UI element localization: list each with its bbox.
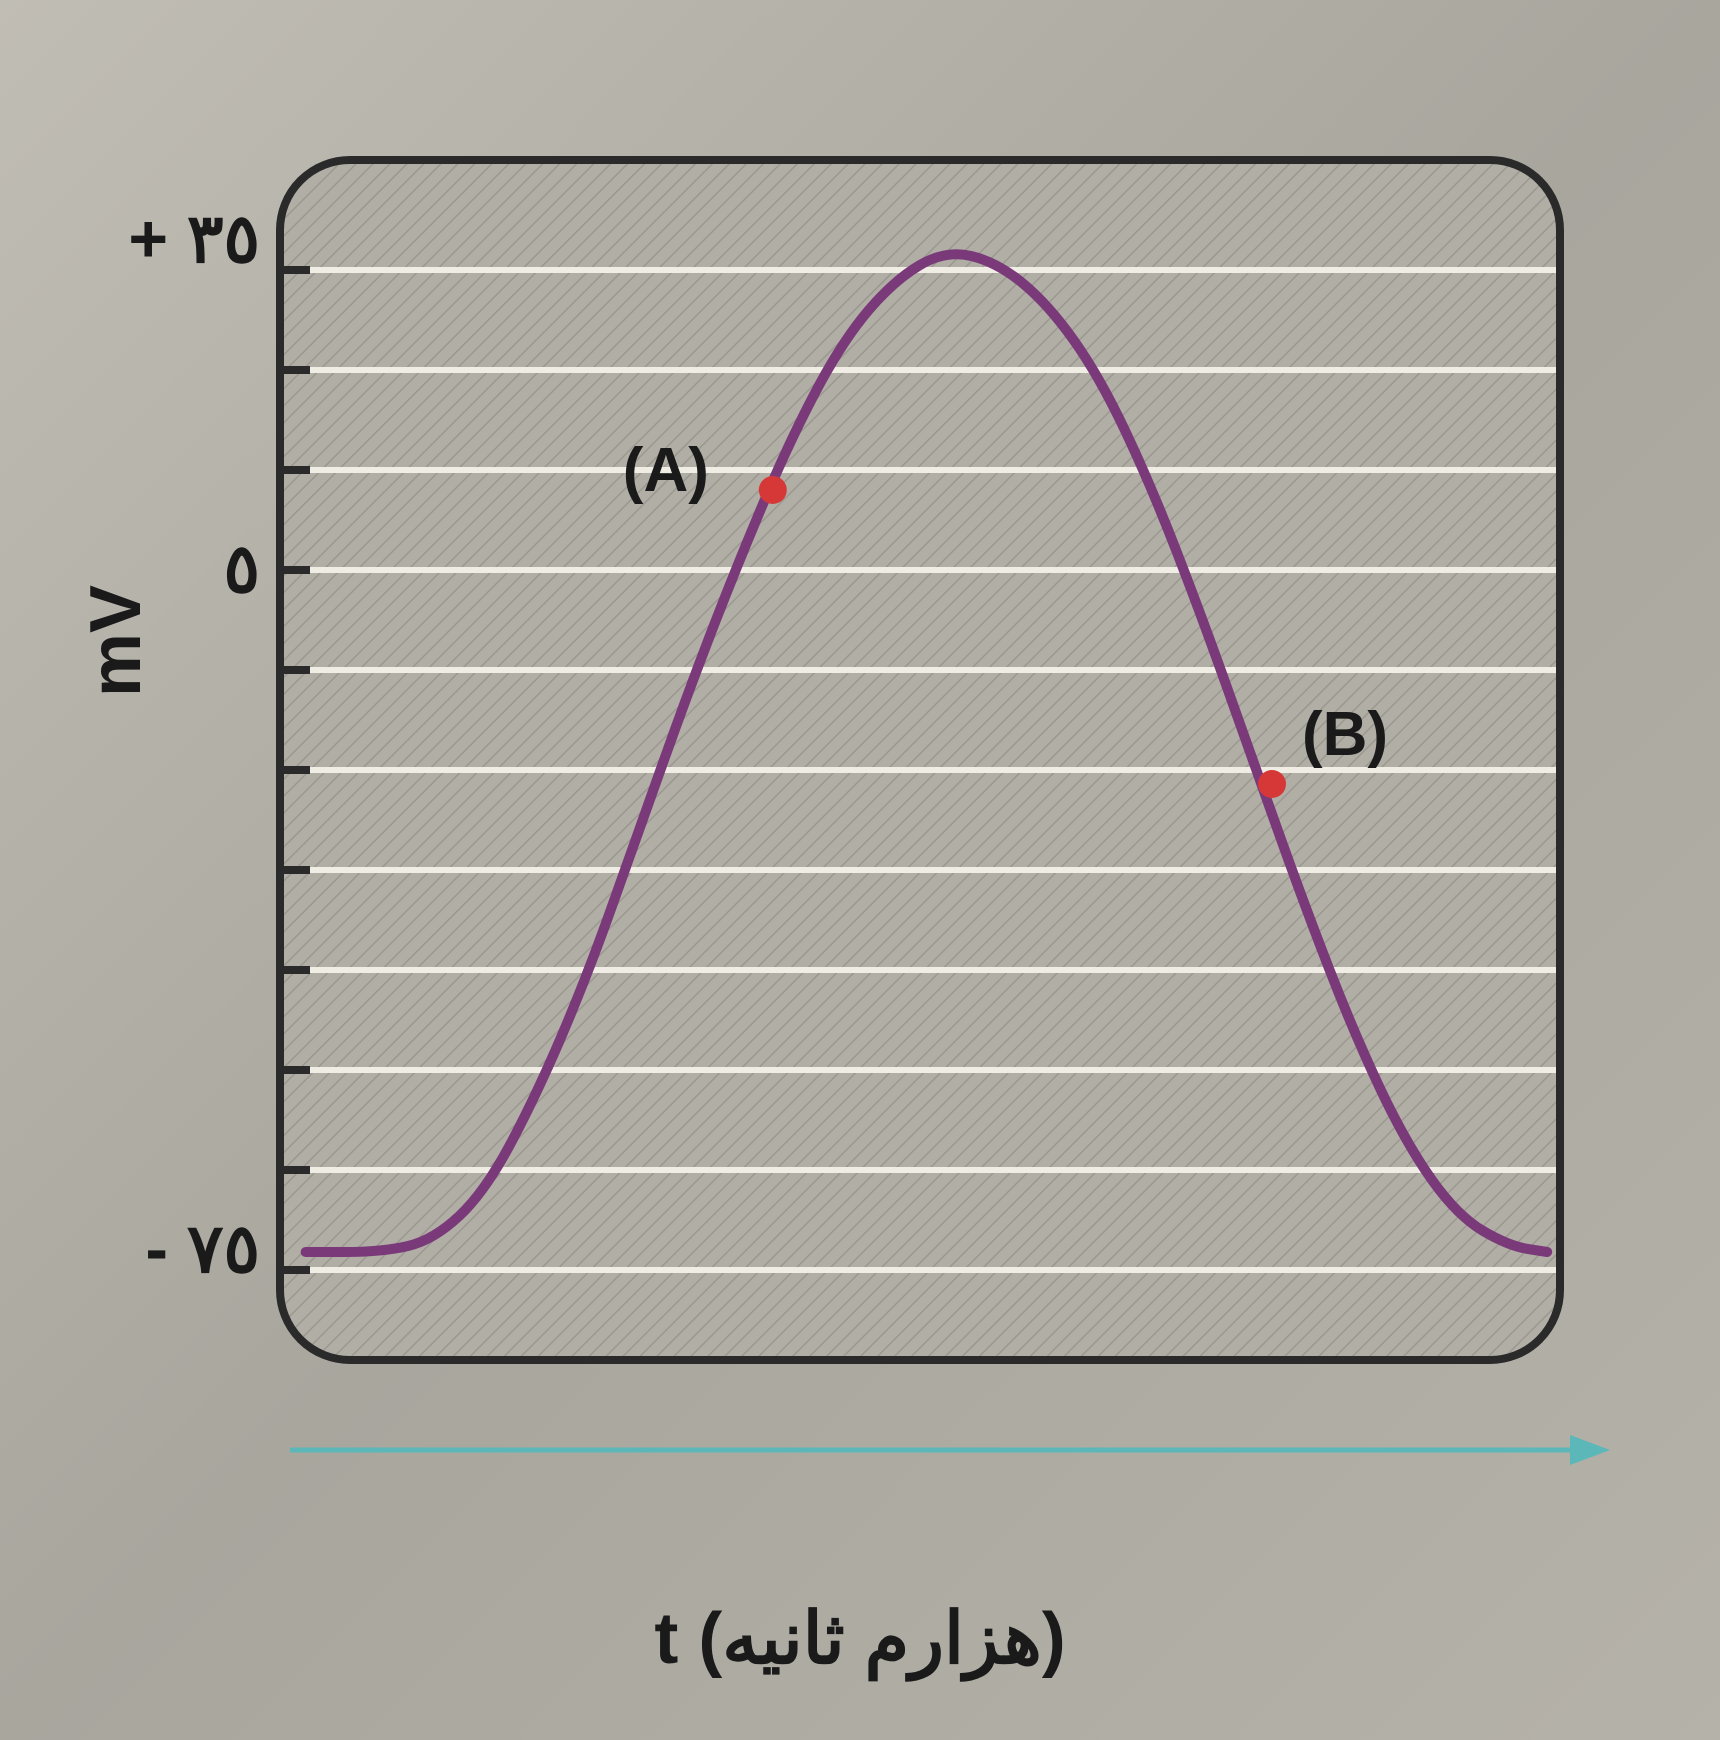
y-tick-labels: + ٣٥ ٥ - ٧٥	[80, 140, 260, 1340]
marker-a-label: (A)	[623, 436, 709, 505]
marker-a-dot	[759, 476, 787, 504]
marker-b-label: (B)	[1302, 700, 1388, 769]
y-tick-neg70: - ٧٥	[80, 1210, 260, 1289]
chart-container: (A) (B)	[260, 140, 1640, 1520]
y-tick-30: + ٣٥	[80, 200, 260, 279]
x-axis-arrow	[290, 1435, 1610, 1465]
chart-svg: (A) (B)	[260, 140, 1640, 1520]
x-axis-label: (هزارم ثانیه) t	[654, 1596, 1065, 1680]
marker-b-dot	[1258, 770, 1286, 798]
y-tick-0: ٥	[80, 530, 260, 609]
